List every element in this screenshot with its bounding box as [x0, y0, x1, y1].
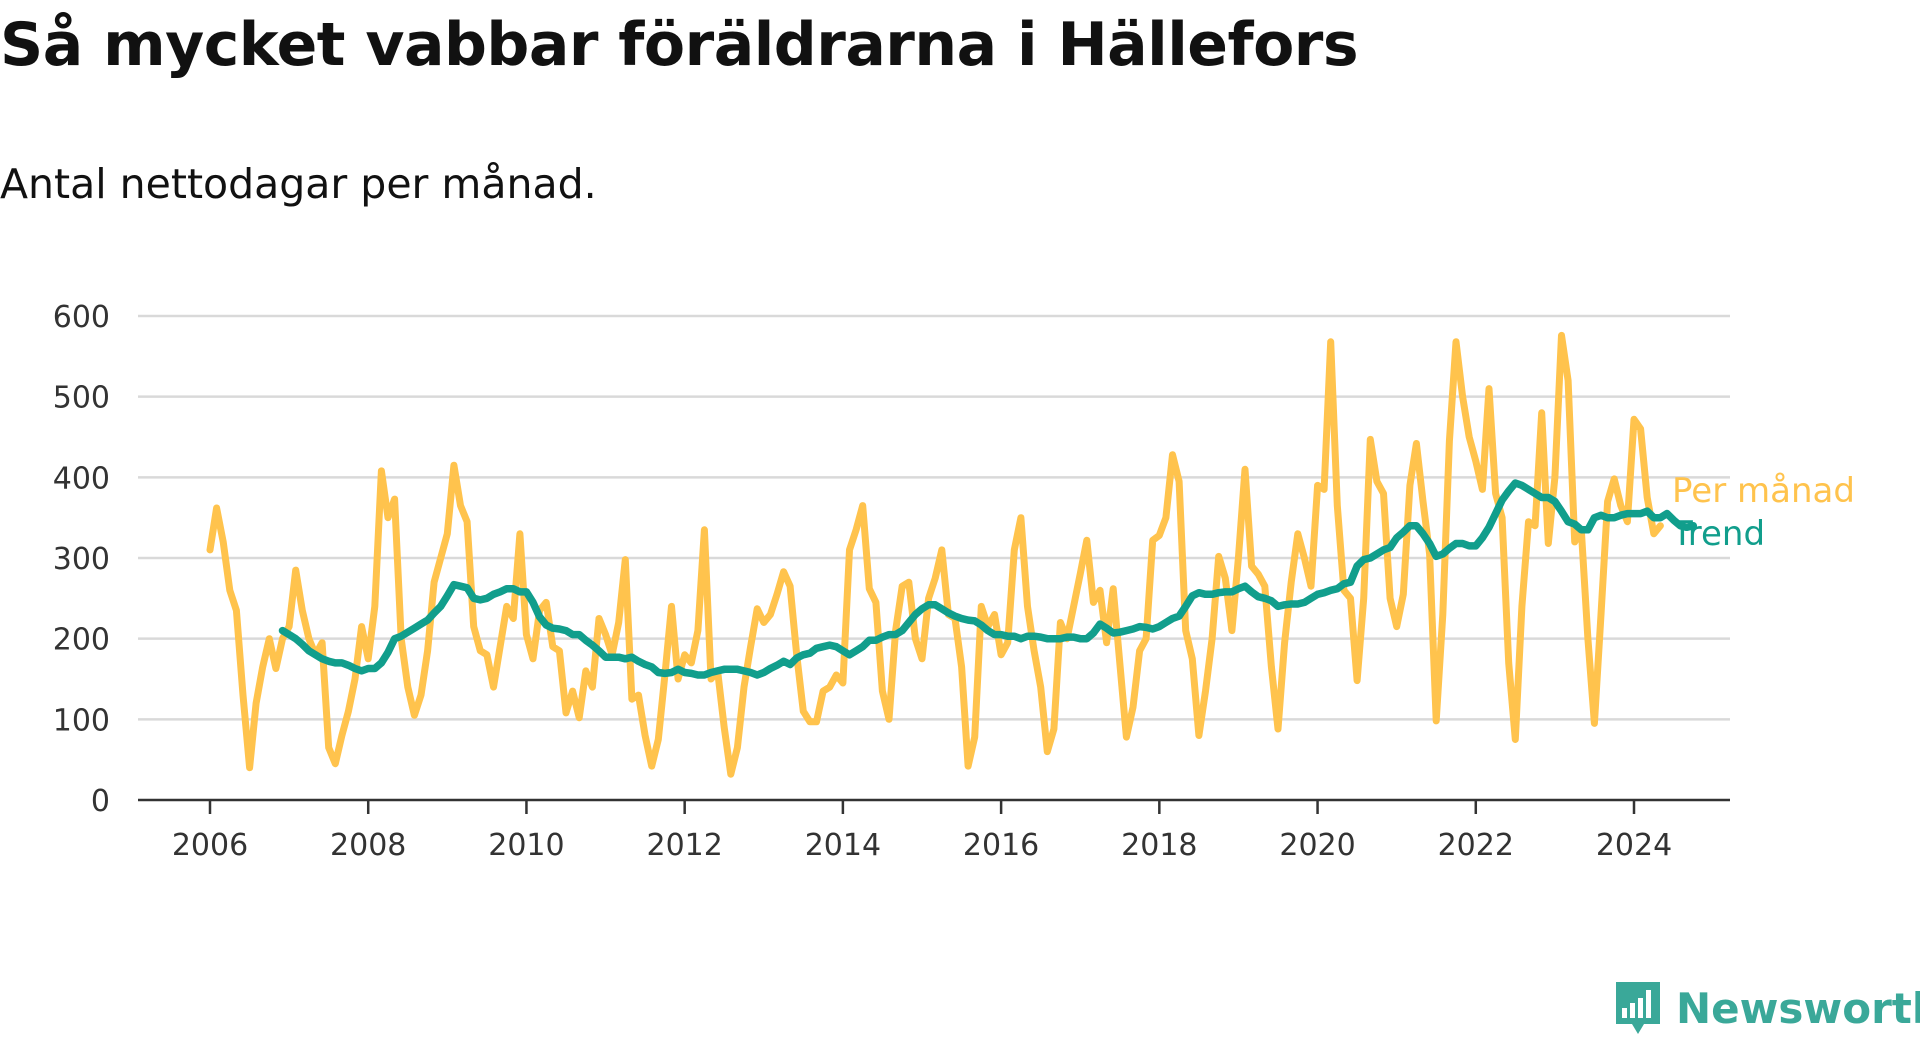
x-tick-label: 2010	[488, 828, 564, 863]
brand-logo: Newsworthy	[1612, 978, 1920, 1038]
brand-name: Newsworthy	[1676, 983, 1920, 1033]
x-tick-label: 2014	[805, 828, 881, 863]
x-tick-label: 2018	[1121, 828, 1197, 863]
page-subtitle: Antal nettodagar per månad.	[0, 160, 597, 208]
y-tick-label: 300	[53, 542, 110, 577]
x-axis	[138, 798, 1730, 814]
x-tick-label: 2008	[330, 828, 406, 863]
y-tick-label: 200	[53, 623, 110, 658]
y-tick-label: 400	[53, 461, 110, 496]
y-tick-label: 600	[53, 300, 110, 335]
x-tick-label: 2012	[646, 828, 722, 863]
series-label-trend: Trend	[1671, 514, 1765, 554]
newsworthy-logo-icon	[1616, 982, 1660, 1034]
series-label-per-manad: Per månad	[1672, 471, 1855, 511]
series-line-trend	[278, 479, 1698, 679]
page-title: Så mycket vabbar föräldrarna i Hällefors	[0, 10, 1359, 80]
y-tick-label: 100	[53, 703, 110, 738]
x-tick-label: 2020	[1279, 828, 1355, 863]
y-tick-label: 500	[53, 381, 110, 416]
x-tick-label: 2016	[963, 828, 1039, 863]
x-tick-label: 2022	[1438, 828, 1514, 863]
y-tick-label: 0	[91, 784, 110, 819]
grid-lines	[138, 314, 1730, 721]
series-lines	[206, 331, 1698, 778]
x-tick-label: 2024	[1596, 828, 1672, 863]
x-axis-tick-labels: 2006 2008 2010 2012 2014 2016 2018 2020 2022 2024	[172, 828, 1672, 863]
series-line-per-manad	[206, 331, 1664, 778]
x-tick-label: 2006	[172, 828, 248, 863]
y-axis-tick-labels: 0 100 200 300 400 500 600	[53, 300, 110, 819]
